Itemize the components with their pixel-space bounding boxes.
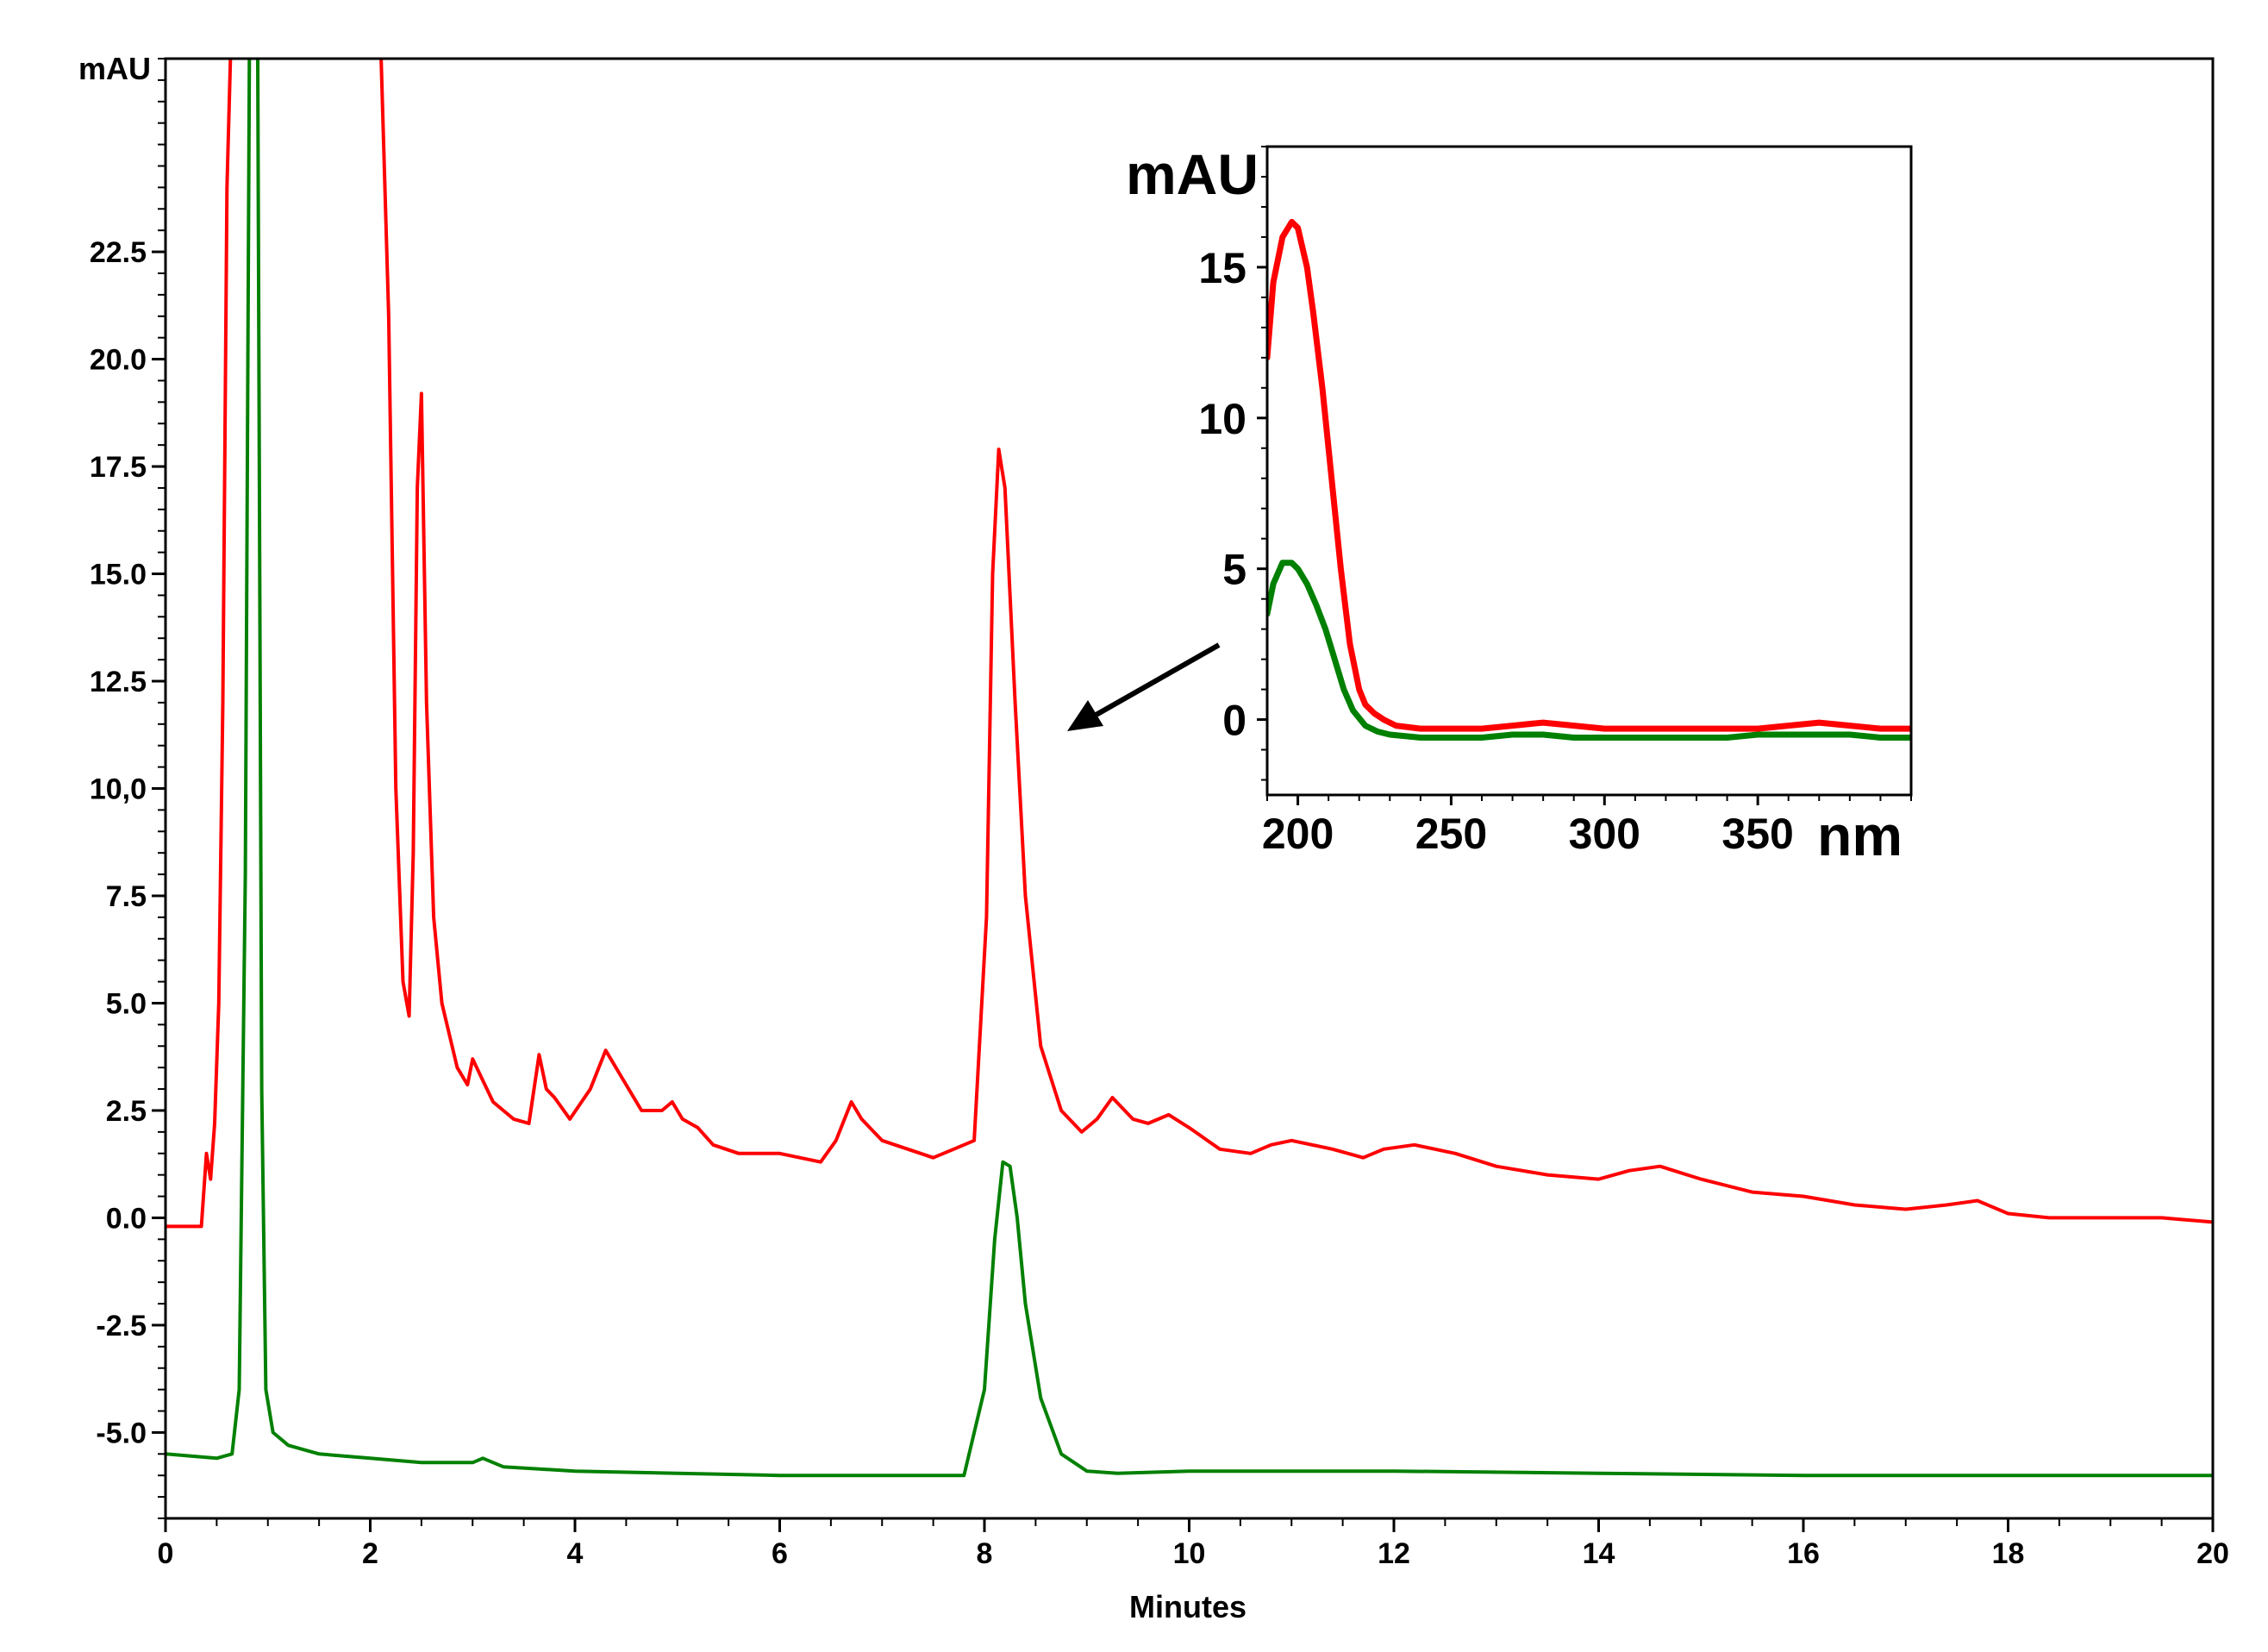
inset-x-axis: 200 250 300 350 [1262, 795, 1912, 858]
main-series-layer [166, 59, 2213, 1478]
arrow-head [1067, 700, 1103, 731]
main-y-tick-label: 15.0 [90, 559, 147, 591]
main-y-tick-label: 10,0 [90, 773, 147, 806]
main-x-axis: 0 2 4 6 8 10 12 14 16 18 20 [158, 1518, 2229, 1570]
inset-plot-frame [1265, 145, 1913, 797]
inset-y-tick-label: 15 [1198, 244, 1246, 292]
main-x-tick-label: 18 [1992, 1537, 2025, 1570]
main-y-tick-label: 7.5 [106, 880, 147, 913]
main-series-line-red [166, 59, 2213, 1229]
inset-x-axis-title: nm [1817, 804, 1902, 867]
main-x-tick-label: 10 [1173, 1537, 1206, 1570]
annotation-arrow [1067, 642, 1221, 731]
main-y-tick-label: 12.5 [90, 666, 147, 698]
main-y-axis-title: mAU [78, 51, 151, 86]
inset-series-line-green [1267, 560, 1911, 741]
inset-spectrum-chart: 200 250 300 350 0 5 10 15 mAU nm [1126, 142, 1913, 867]
main-x-tick-label: 20 [2196, 1537, 2229, 1570]
inset-series-line-red [1267, 218, 1911, 732]
main-y-tick-label: -5.0 [96, 1417, 147, 1449]
inset-background [1267, 147, 1911, 795]
main-y-tick-label: 20.0 [90, 344, 147, 377]
inset-y-tick-label: 5 [1222, 546, 1246, 594]
main-chart: 0 2 4 6 8 10 12 14 16 18 20 -5.0 -2.5 0.0 2.5 5.0 7.5 10… [78, 51, 2229, 1624]
main-y-tick-label: 2.5 [106, 1095, 147, 1128]
main-x-axis-title: Minutes [1129, 1589, 1246, 1624]
main-y-tick-label: -2.5 [96, 1310, 147, 1342]
main-x-tick-label: 0 [158, 1537, 174, 1570]
main-y-tick-label: 5.0 [106, 987, 147, 1020]
main-x-tick-label: 2 [362, 1537, 378, 1570]
main-y-tick-label: 17.5 [90, 451, 147, 484]
main-x-tick-label: 12 [1378, 1537, 1410, 1570]
inset-y-axis-title: mAU [1126, 142, 1259, 206]
inset-y-tick-label: 10 [1198, 395, 1246, 443]
inset-x-tick-label: 350 [1721, 810, 1793, 858]
main-x-tick-label: 16 [1787, 1537, 1820, 1570]
inset-x-tick-label: 250 [1415, 810, 1487, 858]
main-series-line-green [166, 59, 2213, 1478]
main-x-tick-label: 14 [1583, 1537, 1615, 1570]
main-x-tick-label: 6 [772, 1537, 788, 1570]
main-y-axis: -5.0 -2.5 0.0 2.5 5.0 7.5 10,0 12.5 15.0 17.5 20.0… [90, 58, 166, 1519]
main-y-tick-label: 22.5 [90, 236, 147, 269]
inset-x-tick-label: 300 [1569, 810, 1640, 858]
main-x-tick-label: 4 [567, 1537, 584, 1570]
inset-x-tick-label: 200 [1262, 810, 1334, 858]
inset-y-tick-label: 0 [1222, 697, 1246, 745]
arrow-shaft [1091, 642, 1221, 719]
main-y-tick-label: 0.0 [106, 1202, 147, 1235]
inset-y-axis: 0 5 10 15 [1198, 146, 1267, 781]
inset-series-layer [1267, 218, 1911, 741]
main-x-tick-label: 8 [977, 1537, 993, 1570]
